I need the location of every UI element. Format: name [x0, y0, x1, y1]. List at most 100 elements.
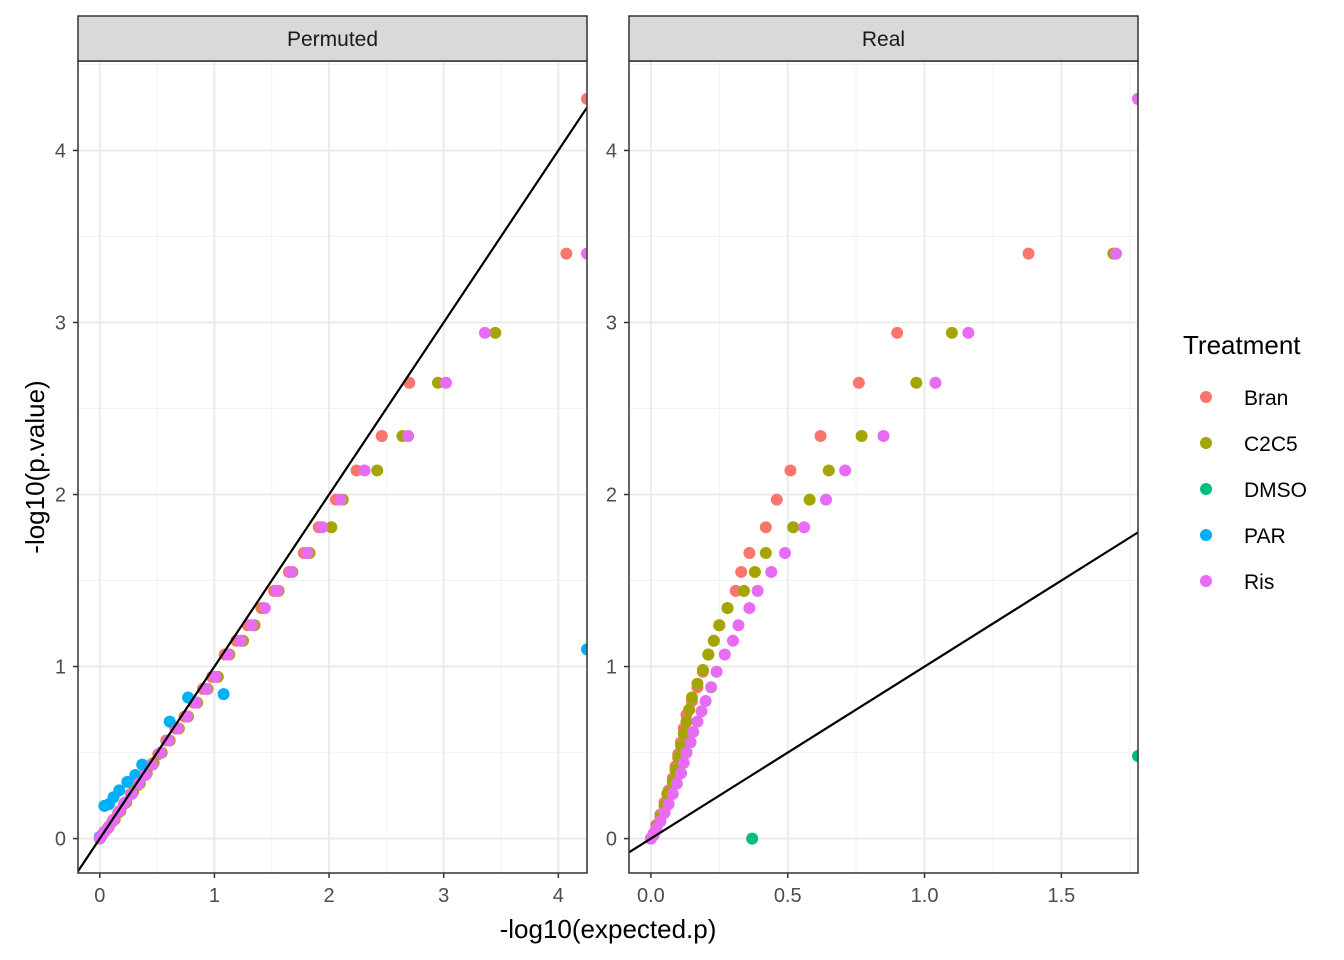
point-bran [852, 376, 865, 389]
x-tick-label: 4 [553, 885, 564, 907]
point-ris [258, 602, 271, 615]
point-ris [674, 767, 687, 780]
point-ris [726, 634, 739, 647]
x-tick-label: 1.0 [911, 885, 939, 907]
point-par [121, 775, 134, 788]
panel-background [629, 61, 1138, 873]
y-tick-label: 2 [55, 485, 66, 507]
point-ris [691, 715, 704, 728]
point-ris [743, 602, 756, 615]
y-tick-label: 2 [606, 485, 617, 507]
x-axis-title: -log10(expected.p) [500, 914, 717, 944]
point-c2c5 [855, 430, 868, 443]
point-bran [784, 464, 797, 477]
point-ris [581, 247, 587, 260]
y-tick-label: 4 [55, 140, 66, 162]
point-ris [271, 584, 284, 597]
series-dmso [746, 750, 1138, 845]
panel-permuted: 0 1 2 3 4 0 1 2 3 4 Permuted [55, 15, 588, 907]
point-c2c5 [748, 565, 761, 578]
point-ris [677, 756, 690, 769]
point-ris [732, 619, 745, 632]
point-c2c5 [677, 727, 690, 740]
y-tick-label: 0 [55, 829, 66, 851]
point-ris [146, 758, 159, 771]
y-tick-label: 3 [606, 312, 617, 334]
legend-label: DMSO [1244, 479, 1307, 502]
point-dmso [746, 832, 759, 845]
legend: Treatment Bran C2C5 DMSO PAR Ris [1183, 330, 1307, 594]
legend-key [1200, 391, 1212, 403]
legend-item-par: PAR [1200, 525, 1286, 548]
legend-item-bran: Bran [1200, 387, 1288, 410]
point-ris [316, 521, 329, 534]
gridlines [78, 61, 587, 873]
x-tick-label: 1 [209, 885, 220, 907]
y-tick-label: 0 [606, 829, 617, 851]
point-ris [1110, 247, 1123, 260]
point-ris [877, 430, 890, 443]
point-c2c5 [696, 664, 709, 676]
point-ris [234, 634, 247, 647]
point-ris [154, 746, 167, 759]
legend-key [1200, 437, 1212, 449]
point-ris [478, 326, 491, 339]
point-bran [759, 521, 772, 534]
point-c2c5 [489, 326, 502, 339]
point-ris [402, 430, 415, 443]
point-c2c5 [325, 521, 338, 534]
point-ris [929, 376, 942, 389]
point-c2c5 [691, 677, 704, 690]
point-c2c5 [803, 493, 816, 506]
point-ris [699, 694, 712, 707]
legend-label: C2C5 [1244, 433, 1298, 456]
point-c2c5 [713, 619, 726, 632]
point-ris [798, 521, 811, 534]
y-axis-title: -log10(p.value) [20, 380, 50, 553]
point-ris [718, 648, 731, 661]
point-ris [209, 670, 222, 683]
y-tick-label: 3 [55, 312, 66, 334]
point-ris [695, 705, 708, 718]
point-par [217, 688, 230, 701]
point-par [581, 643, 587, 656]
point-ris [301, 547, 314, 560]
point-c2c5 [737, 584, 750, 597]
point-ris [839, 464, 852, 477]
point-bran [814, 430, 827, 443]
point-c2c5 [371, 464, 384, 477]
facet-strip-label: Real [862, 28, 905, 51]
point-bran [891, 326, 904, 339]
legend-item-c2c5: C2C5 [1200, 433, 1298, 456]
point-ris [687, 725, 700, 738]
reference-line [78, 106, 587, 872]
point-ris [710, 665, 723, 678]
legend-items: Bran C2C5 DMSO PAR Ris [1200, 387, 1307, 594]
point-c2c5 [685, 691, 698, 704]
point-bran [1022, 247, 1035, 260]
point-ris [684, 736, 697, 749]
reference-line [629, 531, 1138, 854]
legend-key [1200, 483, 1212, 495]
point-ris [962, 326, 975, 339]
point-ris [246, 619, 259, 632]
point-bran [375, 430, 388, 443]
point-c2c5 [759, 547, 772, 560]
point-ris [334, 493, 347, 506]
point-c2c5 [683, 703, 696, 716]
point-ris [765, 565, 778, 578]
point-c2c5 [822, 464, 835, 477]
y-tick-label: 1 [606, 657, 617, 679]
point-ris [285, 565, 298, 578]
point-dmso [1132, 750, 1138, 763]
point-bran [770, 493, 783, 506]
legend-key [1200, 529, 1212, 541]
point-c2c5 [787, 521, 800, 534]
legend-key [1200, 575, 1212, 587]
panel-real: 0.0 0.5 1.0 1.5 0 1 2 3 4 Real [606, 15, 1139, 907]
point-ris [1132, 92, 1138, 105]
point-c2c5 [680, 715, 693, 728]
y-tick-label: 1 [55, 657, 66, 679]
point-ris [751, 584, 764, 597]
